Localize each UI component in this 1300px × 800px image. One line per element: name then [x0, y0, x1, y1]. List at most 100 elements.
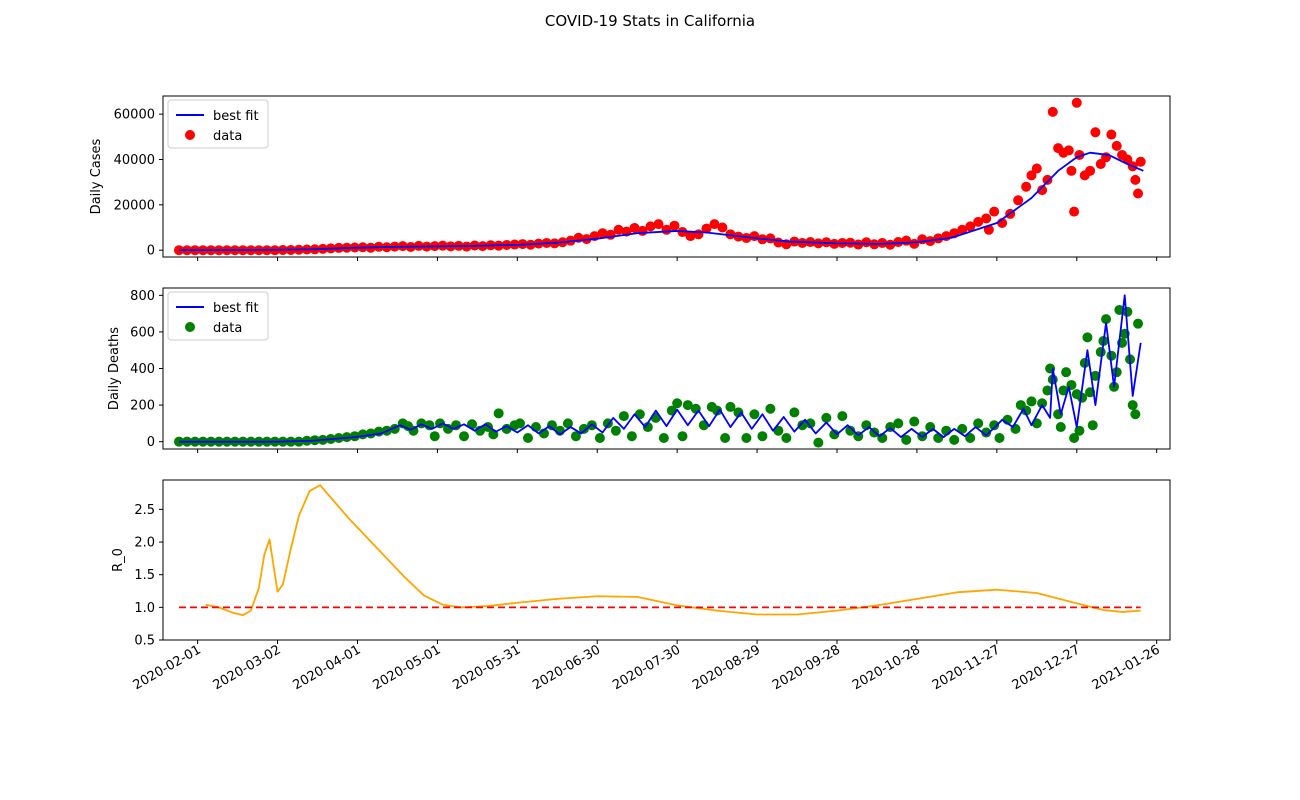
y-axis-label: Daily Deaths: [107, 327, 122, 410]
data-point: [797, 420, 808, 431]
legend: best fit data: [167, 99, 269, 149]
data-point: [853, 239, 864, 250]
data-point: [546, 420, 557, 431]
data-point: [973, 418, 984, 429]
data-point: [408, 425, 419, 436]
data-point: [685, 231, 696, 242]
series-line: [178, 151, 1144, 252]
legend-dot-marker: [185, 130, 195, 140]
data-point: [1026, 396, 1037, 407]
plot-area: [173, 97, 1146, 256]
data-point: [765, 403, 776, 414]
data-point: [653, 219, 664, 230]
data-point: [709, 219, 720, 230]
data-point: [1069, 433, 1080, 444]
x-tick-label: 2020-06-30: [530, 642, 603, 693]
data-point: [562, 418, 573, 429]
x-tick-label: 2020-09-28: [770, 642, 843, 693]
data-point: [1037, 185, 1048, 196]
data-point: [845, 425, 856, 436]
x-tick-label: 2021-01-26: [1090, 642, 1163, 693]
data-point: [1085, 165, 1096, 176]
data-point: [1037, 398, 1048, 409]
data-point: [805, 418, 816, 429]
data-point: [994, 433, 1005, 444]
data-point: [701, 223, 712, 234]
data-point: [1063, 145, 1074, 156]
data-point: [677, 431, 688, 442]
data-point: [698, 420, 709, 431]
y-tick-label: 40000: [114, 153, 155, 168]
data-point: [965, 221, 976, 232]
legend: best fit data: [167, 291, 269, 341]
data-point: [626, 431, 637, 442]
data-point: [1061, 367, 1072, 378]
data-point: [720, 433, 731, 444]
data-point: [1090, 127, 1101, 138]
axes-frame: [162, 95, 1171, 258]
x-tick-label: 2020-10-28: [850, 642, 923, 693]
data-point: [1130, 174, 1141, 185]
data-point: [957, 423, 968, 434]
legend-dot-marker: [185, 322, 195, 332]
data-point: [642, 422, 653, 433]
legend-label: data: [213, 321, 242, 336]
y-tick-label: 0: [147, 244, 155, 259]
data-point: [613, 224, 624, 235]
data-point: [901, 434, 912, 445]
data-point: [893, 418, 904, 429]
data-point: [1087, 420, 1098, 431]
data-point: [933, 233, 944, 244]
data-point: [493, 408, 504, 419]
data-point: [1135, 156, 1146, 167]
data-point: [669, 220, 680, 231]
y-tick-label: 800: [130, 289, 155, 304]
data-point: [1130, 409, 1141, 420]
data-point: [749, 409, 760, 420]
data-point: [629, 222, 640, 233]
data-point: [349, 431, 360, 442]
data-point: [725, 401, 736, 412]
data-point: [789, 407, 800, 418]
y-axis-label: R_0: [111, 548, 126, 572]
y-tick-label: 2.0: [134, 536, 155, 551]
data-point: [578, 423, 589, 434]
data-point: [989, 420, 1000, 431]
data-point: [1101, 314, 1112, 325]
data-point: [570, 431, 581, 442]
data-point: [712, 405, 723, 416]
y-tick-label: 20000: [114, 198, 155, 213]
y-tick-label: 200: [130, 399, 155, 414]
x-tick-label: 2020-04-01: [291, 642, 364, 693]
data-point: [965, 433, 976, 444]
data-point: [672, 398, 683, 409]
data-point: [1042, 174, 1053, 185]
x-tick-label: 2020-11-27: [930, 642, 1003, 693]
x-tick-label: 2020-03-02: [211, 642, 284, 693]
chart-panel-2: 0 200 400 600 800 Daily Deaths best fit data: [107, 287, 1171, 453]
y-tick-label: 2.5: [134, 503, 155, 518]
data-point: [594, 433, 605, 444]
y-axis-label: Daily Cases: [89, 138, 104, 214]
plot-area: [173, 294, 1144, 448]
x-tick-label: 2020-08-29: [690, 642, 763, 693]
data-point: [1111, 140, 1122, 151]
data-point: [733, 407, 744, 418]
data-point: [424, 420, 435, 431]
figure-title: COVID-19 Stats in California: [544, 12, 756, 30]
legend-label: best fit: [213, 301, 259, 316]
data-point: [885, 239, 896, 250]
y-tick-label: 400: [130, 362, 155, 377]
data-point: [909, 416, 920, 427]
data-point: [981, 427, 992, 438]
data-point: [443, 423, 454, 434]
data-point: [973, 216, 984, 227]
data-point: [765, 233, 776, 244]
data-point: [949, 434, 960, 445]
data-point: [1069, 206, 1080, 217]
data-point: [1055, 422, 1066, 433]
data-point: [429, 431, 440, 442]
data-point: [645, 221, 656, 232]
axes-frame: [162, 479, 1171, 641]
